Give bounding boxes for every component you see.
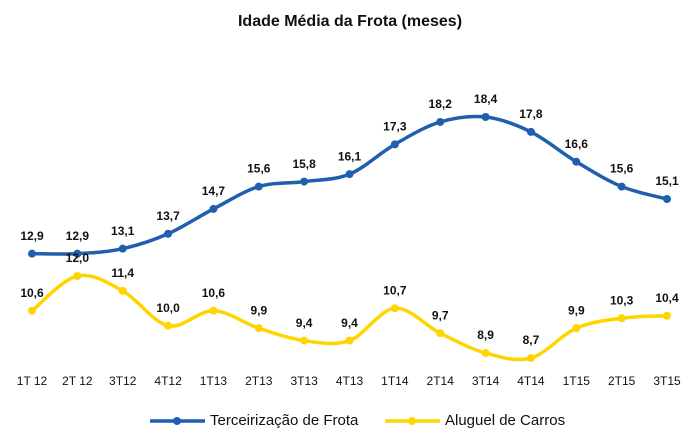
- data-label: 15,1: [655, 174, 679, 188]
- data-label: 9,4: [296, 316, 313, 330]
- data-label: 10,6: [20, 286, 44, 300]
- marker: [73, 272, 82, 281]
- marker: [617, 182, 626, 191]
- x-tick-label: 2T13: [245, 374, 273, 388]
- data-label: 9,4: [341, 316, 358, 330]
- data-label: 12,0: [66, 251, 90, 265]
- marker: [28, 249, 36, 258]
- data-label: 12,9: [66, 229, 90, 243]
- marker: [572, 157, 581, 166]
- data-label: 16,6: [565, 137, 589, 151]
- marker: [28, 306, 36, 315]
- x-tick-label: 3T14: [472, 374, 500, 388]
- data-label: 10,7: [383, 283, 407, 297]
- marker: [209, 306, 218, 315]
- x-tick-label: 4T12: [154, 374, 182, 388]
- data-label: 8,7: [523, 333, 540, 347]
- data-label: 16,1: [338, 149, 362, 163]
- marker: [73, 249, 82, 258]
- data-label: 10,0: [156, 301, 180, 315]
- x-tick-label: 2T 12: [62, 374, 93, 388]
- marker: [617, 314, 626, 323]
- x-tick-label: 1T13: [200, 374, 228, 388]
- marker: [481, 113, 490, 121]
- marker: [345, 336, 354, 345]
- data-label: 10,4: [655, 291, 679, 305]
- x-tick-label: 4T13: [336, 374, 364, 388]
- data-label: 9,9: [568, 303, 585, 317]
- data-label: 9,9: [250, 303, 267, 317]
- legend-label: Aluguel de Carros: [445, 412, 565, 429]
- x-tick-label: 2T15: [608, 374, 636, 388]
- marker: [663, 311, 671, 320]
- marker: [254, 324, 263, 333]
- data-label: 10,6: [202, 286, 226, 300]
- marker: [164, 321, 173, 330]
- data-label: 17,3: [383, 120, 407, 134]
- marker: [300, 336, 309, 345]
- x-tick-label: 1T 12: [17, 374, 48, 388]
- marker: [390, 140, 399, 149]
- marker: [300, 177, 309, 186]
- legend-marker: [408, 417, 416, 425]
- x-tick-label: 3T15: [653, 374, 681, 388]
- data-label: 15,6: [247, 162, 271, 176]
- data-label: 10,3: [610, 293, 634, 307]
- marker: [118, 244, 127, 253]
- x-tick-label: 3T12: [109, 374, 137, 388]
- data-label: 11,4: [111, 266, 134, 280]
- x-tick-label: 1T14: [381, 374, 409, 388]
- legend-marker: [173, 417, 181, 425]
- data-label: 18,2: [429, 97, 453, 111]
- data-label: 8,9: [477, 328, 494, 342]
- marker: [481, 349, 490, 358]
- marker: [572, 324, 581, 333]
- marker: [436, 117, 445, 126]
- marker: [526, 127, 535, 136]
- data-label: 18,4: [474, 92, 498, 106]
- marker: [209, 204, 218, 213]
- marker: [345, 170, 354, 179]
- data-label: 9,7: [432, 308, 449, 322]
- data-label: 14,7: [202, 184, 226, 198]
- data-label: 13,1: [111, 224, 135, 238]
- x-tick-label: 3T13: [290, 374, 318, 388]
- marker: [663, 194, 671, 203]
- x-tick-label: 2T14: [427, 374, 455, 388]
- data-label: 15,8: [292, 157, 316, 171]
- data-label: 15,6: [610, 162, 634, 176]
- data-label: 17,8: [519, 107, 543, 121]
- marker: [118, 286, 127, 295]
- marker: [254, 182, 263, 191]
- marker: [164, 229, 173, 238]
- chart-title: Idade Média da Frota (meses): [238, 13, 462, 30]
- marker: [390, 304, 399, 313]
- marker: [526, 354, 535, 362]
- x-tick-label: 1T15: [563, 374, 591, 388]
- data-label: 13,7: [156, 209, 180, 223]
- x-tick-label: 4T14: [517, 374, 545, 388]
- marker: [436, 329, 445, 338]
- legend-label: Terceirização de Frota: [210, 412, 359, 429]
- data-label: 12,9: [20, 229, 44, 243]
